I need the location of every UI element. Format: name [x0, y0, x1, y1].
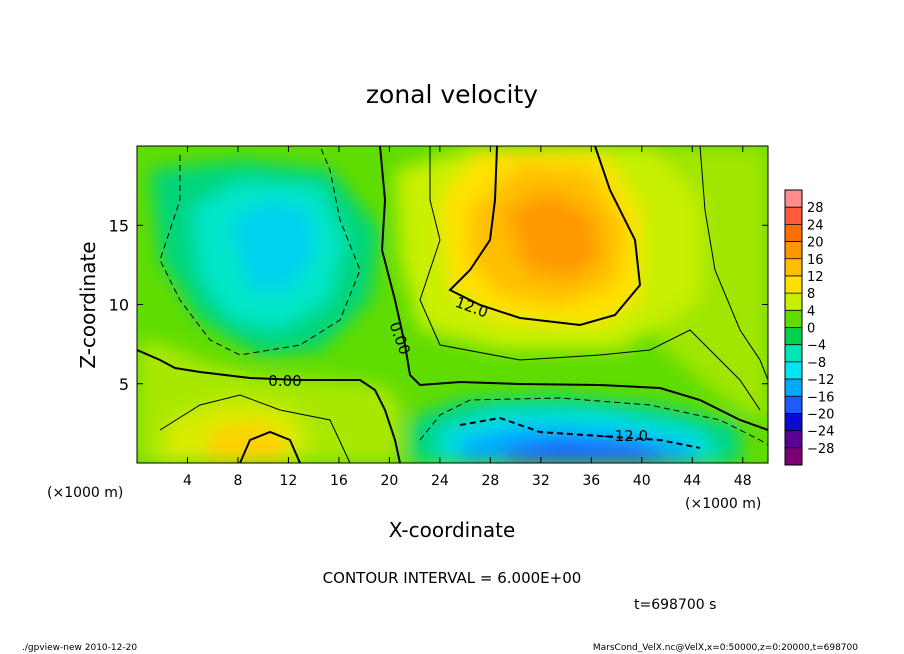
colorbar-label: 16 [807, 253, 824, 268]
colorbar: 28 24 20 16 12 8 4 0 −4 −8 −12 −16 −20 −24 −28 [784, 189, 834, 466]
x-tick-label: 28 [481, 473, 499, 489]
colorbar-label: −20 [807, 407, 834, 422]
x-tick-label: 36 [582, 473, 600, 489]
colorbar-swatch [785, 430, 802, 449]
contour-minus-six-bottom [419, 397, 768, 446]
x-tick-label: 24 [431, 473, 449, 489]
footer-left: ./gpview-new 2010-12-20 [22, 643, 137, 653]
colorbar-swatch [785, 447, 802, 466]
y-tick-label: 15 [109, 216, 129, 235]
contour-label-minus-twelve: −12.0 [602, 427, 648, 445]
colorbar-swatch [785, 207, 802, 225]
colorbar-label: −8 [807, 356, 826, 371]
colorbar-label: 12 [807, 270, 824, 285]
contour-minus-twelve [459, 416, 701, 449]
colorbar-swatch [785, 310, 802, 328]
x-tick-label: 8 [233, 473, 242, 489]
colorbar-label: −24 [807, 425, 834, 440]
contour-minus-six [159, 146, 361, 356]
x-tick-label: 32 [532, 473, 550, 489]
colorbar-swatch [785, 344, 802, 363]
x-tick-label: 48 [734, 473, 752, 489]
contour-six-right [699, 146, 768, 381]
colorbar-label: 8 [807, 287, 815, 302]
time-label: t=698700 s [634, 597, 716, 613]
x-tick-label: 44 [683, 473, 701, 489]
colorbar-swatch [785, 379, 802, 397]
x-tick-label: 12 [280, 473, 298, 489]
contour-zero-upper [379, 146, 768, 431]
contour-interval: CONTOUR INTERVAL = 6.000E+00 [323, 569, 582, 587]
colorbar-swatch [785, 361, 802, 380]
colorbar-label: 4 [807, 304, 815, 319]
field-blob-bottom-left-core [205, 420, 290, 463]
colorbar-swatch [785, 396, 802, 414]
colorbar-label: −12 [807, 373, 834, 388]
footer-right: MarsCond_VelX.nc@VelX,x=0:50000,z=0:2000… [593, 643, 858, 653]
x-axis-label: X-coordinate [389, 518, 516, 542]
x-tick-label: 4 [183, 473, 192, 489]
x-tick-label: 20 [380, 473, 398, 489]
y-unit-right: (×1000 m) [685, 496, 761, 512]
contour-small-loop [239, 430, 301, 463]
y-axis: 5 10 15 [109, 216, 768, 394]
colorbar-swatch [785, 190, 802, 208]
colorbar-label: 24 [807, 218, 824, 233]
y-tick-label: 10 [109, 296, 129, 315]
velocity-field [137, 146, 768, 463]
x-tick-label: 40 [633, 473, 651, 489]
colorbar-label: 28 [807, 201, 824, 216]
colorbar-label: 0 [807, 322, 815, 337]
colorbar-label: −16 [807, 390, 834, 405]
contour-zero-left [137, 349, 401, 463]
chart-title: zonal velocity [366, 80, 538, 109]
field-blob-cyan-core [230, 200, 315, 290]
colorbar-label: −4 [807, 339, 826, 354]
contour-lines [137, 146, 768, 463]
x-axis: 4 8 12 16 20 24 28 32 36 40 44 48 [183, 146, 752, 489]
x-tick-label: 16 [330, 473, 348, 489]
colorbar-swatch [785, 275, 802, 294]
field-blob-warm-core [505, 190, 600, 280]
y-tick-label: 5 [119, 375, 129, 394]
contour-six-bottom-left [159, 394, 351, 463]
contour-label-zero-horizontal: 0.00 [268, 372, 301, 390]
contour-six [419, 146, 761, 411]
colorbar-swatch [785, 224, 802, 243]
colorbar-swatch [785, 413, 802, 432]
colorbar-swatch [785, 258, 802, 277]
x-unit-left: (×1000 m) [47, 485, 123, 501]
colorbar-swatch [785, 293, 802, 311]
contour-twelve [448, 146, 642, 327]
colorbar-label: −28 [807, 442, 834, 457]
colorbar-swatch [785, 327, 802, 346]
field-blob-bottom-dark [505, 440, 680, 463]
y-axis-label: Z-coordinate [76, 241, 100, 368]
colorbar-label: 20 [807, 236, 824, 251]
colorbar-swatch [785, 241, 802, 260]
